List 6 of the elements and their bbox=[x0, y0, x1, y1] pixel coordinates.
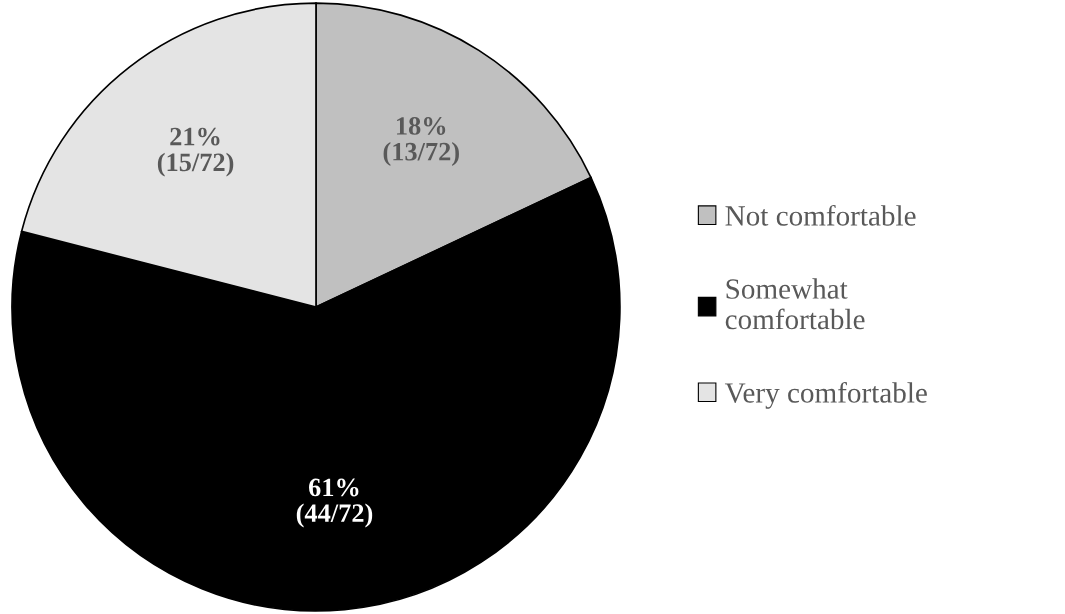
data-label: 18% (13/72) bbox=[383, 117, 459, 166]
legend-label: Not comfortable bbox=[725, 204, 916, 226]
legend-label: Somewhat comfortable bbox=[725, 278, 865, 330]
legend-label: Very comfortable bbox=[724, 381, 927, 409]
data-label: 61% (44/72) bbox=[296, 478, 373, 528]
data-label: 21% (15/72) bbox=[157, 127, 234, 177]
